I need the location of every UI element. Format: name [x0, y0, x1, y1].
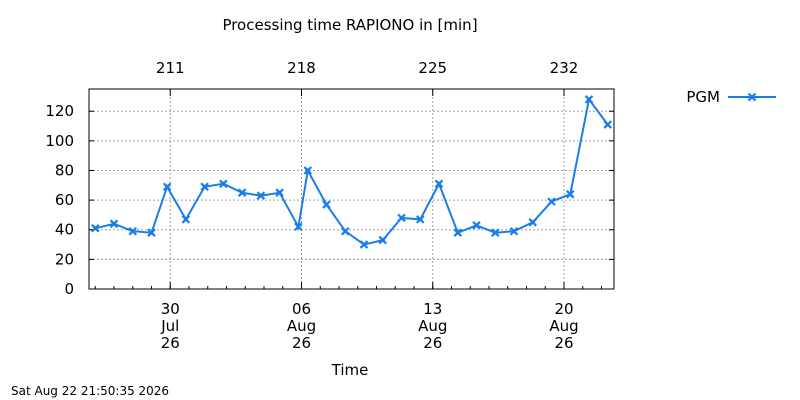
data-point	[109, 219, 119, 229]
marker-core	[418, 217, 423, 222]
y-tick-label: 80	[55, 161, 74, 179]
data-point	[472, 221, 481, 230]
y-tick-label: 40	[55, 221, 74, 239]
marker-core	[587, 97, 591, 102]
data-point	[90, 223, 100, 233]
footer-timestamp: Sat Aug 22 21:50:35 2026	[11, 384, 169, 398]
x-axis-label: Time	[331, 361, 369, 379]
data-point	[434, 179, 444, 189]
marker-core	[296, 224, 301, 229]
data-point	[275, 188, 284, 197]
marker-core	[305, 168, 310, 173]
chart-title: Processing time RAPIONO in [min]	[222, 16, 477, 34]
marker-core	[512, 229, 516, 234]
x-tick-label: 26	[554, 334, 573, 352]
marker-core	[183, 217, 188, 222]
data-point	[397, 213, 406, 223]
x-tick-label: 30	[161, 300, 180, 318]
data-point	[490, 228, 500, 237]
marker-core	[165, 184, 170, 189]
x-tick-label: 20	[554, 300, 573, 318]
marker-core	[493, 230, 498, 235]
y-axis: 0 20 40 60 80 100 120	[45, 102, 614, 298]
data-point	[219, 179, 228, 189]
x-top-tick-label: 232	[550, 59, 579, 77]
plot-frame	[88, 88, 615, 290]
data-point	[181, 215, 191, 224]
legend-marker	[747, 92, 757, 102]
marker-core	[343, 229, 348, 234]
marker-core	[362, 242, 366, 247]
data-point	[584, 95, 594, 104]
data-point	[303, 166, 313, 175]
y-tick-label: 100	[45, 132, 74, 150]
marker-core	[549, 199, 554, 204]
x-tick-label: 06	[292, 300, 311, 318]
data-point	[237, 188, 247, 197]
data-point	[340, 226, 350, 236]
data-point	[147, 228, 156, 237]
marker-core	[324, 202, 329, 207]
data-point	[322, 200, 331, 209]
data-point	[294, 222, 303, 232]
marker-core	[750, 95, 754, 99]
marker-core	[455, 230, 460, 235]
x-tick-label: Aug	[549, 317, 578, 335]
marker-core	[202, 184, 207, 189]
marker-core	[474, 223, 479, 228]
marker-core	[112, 221, 116, 226]
x-top-tick-label: 211	[156, 59, 185, 77]
data-point	[256, 191, 266, 200]
marker-core	[240, 190, 245, 195]
marker-core	[380, 238, 385, 243]
marker-core	[605, 122, 610, 127]
data-point	[128, 226, 138, 236]
marker-core	[221, 181, 226, 186]
x-tick-label: Aug	[418, 317, 447, 335]
x-top-tick-label: 218	[287, 59, 316, 77]
x-axis-top: 211 218 225 232	[156, 59, 578, 96]
y-tick-label: 120	[45, 102, 74, 120]
marker-core	[399, 215, 404, 220]
marker-core	[93, 226, 98, 231]
marker-core	[437, 181, 441, 186]
series-group	[90, 95, 613, 249]
x-tick-label: 13	[423, 300, 442, 318]
data-point	[509, 226, 519, 236]
marker-core	[277, 190, 282, 195]
data-point	[162, 182, 172, 192]
data-point	[415, 215, 425, 224]
legend-marker-symbol	[747, 92, 757, 102]
marker-core	[130, 229, 135, 234]
legend: PGM	[686, 88, 776, 106]
x-tick-label: 26	[423, 334, 442, 352]
data-point	[200, 182, 209, 192]
y-tick-label: 20	[55, 250, 74, 268]
x-tick-label: Jul	[160, 317, 179, 335]
marker-core	[530, 220, 535, 225]
data-point	[359, 240, 369, 249]
marker-core	[258, 193, 263, 198]
x-tick-label: 26	[161, 334, 180, 352]
marker-core	[568, 192, 573, 197]
data-point	[453, 228, 463, 237]
legend-label: PGM	[686, 88, 720, 106]
y-tick-label: 60	[55, 191, 74, 209]
x-tick-label: 26	[292, 334, 311, 352]
marker-core	[149, 230, 154, 235]
data-point	[565, 189, 575, 199]
x-top-tick-label: 225	[418, 59, 447, 77]
data-point	[603, 120, 613, 129]
data-point	[378, 235, 388, 245]
x-tick-label: Aug	[287, 317, 316, 335]
y-tick-label: 0	[64, 280, 74, 298]
data-point	[547, 197, 556, 206]
data-point	[528, 218, 538, 227]
